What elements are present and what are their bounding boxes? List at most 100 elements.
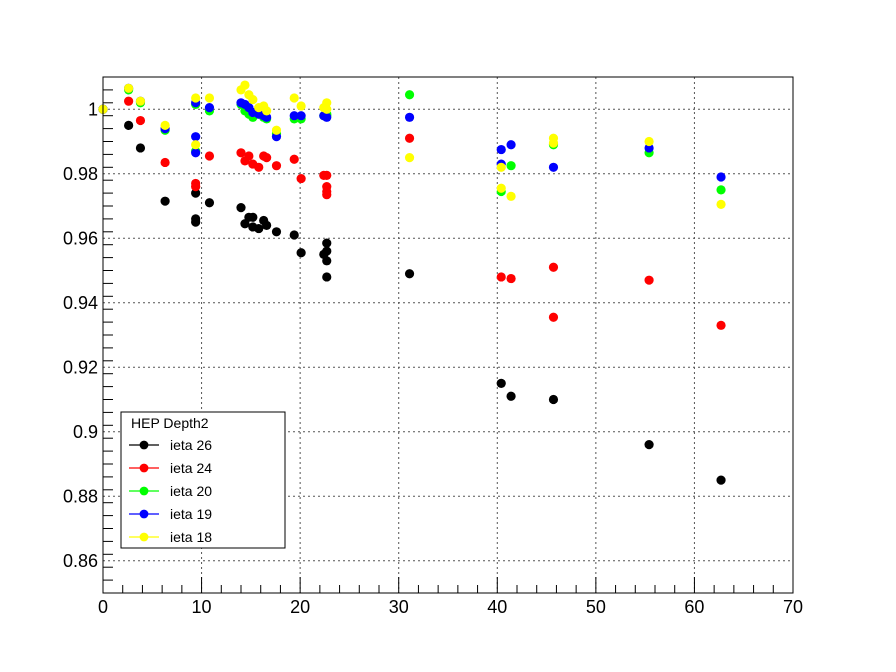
data-point bbox=[716, 320, 726, 330]
data-point bbox=[322, 272, 332, 282]
data-point bbox=[644, 440, 654, 450]
legend-entry-label: ieta 19 bbox=[170, 506, 212, 522]
data-point bbox=[506, 191, 516, 201]
y-tick-label: 0.88 bbox=[63, 486, 98, 506]
legend-marker bbox=[139, 440, 149, 450]
data-point bbox=[506, 140, 516, 150]
data-point bbox=[160, 157, 170, 168]
legend-marker bbox=[139, 463, 149, 473]
data-point bbox=[296, 248, 306, 258]
data-point bbox=[191, 217, 201, 227]
y-tick-label: 0.86 bbox=[63, 551, 98, 571]
data-point bbox=[240, 80, 250, 90]
legend-marker bbox=[139, 509, 149, 519]
legend-title: HEP Depth2 bbox=[131, 415, 209, 431]
x-tick-label: 60 bbox=[684, 597, 704, 617]
data-point bbox=[248, 212, 258, 222]
legend: HEP Depth2 ieta 26 ieta 24 ieta 20 ieta 19 i… bbox=[120, 411, 286, 549]
data-point bbox=[548, 312, 559, 322]
legend-entry-label: ieta 18 bbox=[170, 529, 212, 545]
data-point bbox=[124, 120, 134, 130]
data-point bbox=[716, 172, 726, 182]
data-point bbox=[236, 203, 246, 213]
data-point bbox=[404, 269, 415, 279]
data-point bbox=[548, 162, 559, 172]
data-point bbox=[322, 238, 332, 248]
data-point bbox=[204, 93, 215, 103]
data-point bbox=[204, 151, 215, 161]
data-point bbox=[204, 198, 215, 208]
data-point bbox=[506, 161, 516, 171]
y-tick-label: 0.96 bbox=[63, 228, 98, 248]
data-point bbox=[244, 151, 254, 161]
data-point bbox=[322, 256, 332, 266]
legend-entry-label: ieta 20 bbox=[170, 483, 212, 499]
data-point bbox=[506, 273, 516, 284]
data-point bbox=[248, 94, 258, 105]
data-point bbox=[135, 115, 146, 126]
x-tick-label: 20 bbox=[290, 597, 310, 617]
data-point bbox=[271, 227, 282, 237]
data-point bbox=[191, 132, 201, 142]
data-point bbox=[322, 98, 332, 108]
data-point bbox=[644, 275, 654, 285]
data-point bbox=[496, 272, 506, 282]
legend-marker bbox=[139, 532, 149, 542]
legend-entry-label: ieta 26 bbox=[170, 437, 212, 453]
data-point bbox=[404, 112, 415, 122]
data-points bbox=[98, 80, 726, 485]
data-point bbox=[289, 154, 299, 164]
x-tick-label: 50 bbox=[586, 597, 606, 617]
data-point bbox=[404, 133, 415, 143]
data-point bbox=[191, 148, 201, 158]
axes: 0 10 20 30 40 50 60 70 0.86 0.88 0.9 0.92 0.94 0.96 0.… bbox=[63, 76, 803, 617]
data-point bbox=[404, 90, 415, 100]
data-point bbox=[191, 182, 201, 192]
data-point bbox=[496, 144, 506, 155]
data-point bbox=[322, 246, 332, 256]
y-tick-label: 0.98 bbox=[63, 164, 98, 184]
data-point bbox=[322, 190, 332, 200]
data-point bbox=[191, 140, 201, 150]
data-point bbox=[254, 223, 264, 234]
y-tick-label: 1 bbox=[88, 99, 98, 119]
data-point bbox=[496, 162, 506, 172]
legend-entry-label: ieta 24 bbox=[170, 460, 212, 476]
legend-marker bbox=[139, 486, 149, 496]
data-point bbox=[236, 148, 246, 158]
x-tick-label: 40 bbox=[487, 597, 507, 617]
y-tick-label: 0.92 bbox=[63, 357, 98, 377]
data-point bbox=[548, 262, 559, 272]
data-point bbox=[262, 220, 272, 230]
data-point bbox=[716, 185, 726, 195]
x-tick-label: 0 bbox=[98, 597, 108, 617]
x-tick-label: 10 bbox=[192, 597, 212, 617]
data-point bbox=[289, 230, 299, 240]
data-point bbox=[496, 183, 506, 193]
x-tick-label: 70 bbox=[783, 597, 803, 617]
data-point bbox=[160, 196, 170, 206]
data-point bbox=[644, 143, 654, 153]
data-point bbox=[296, 173, 306, 184]
data-point bbox=[271, 125, 282, 135]
data-point bbox=[262, 106, 272, 116]
data-point bbox=[271, 132, 282, 142]
data-point bbox=[404, 153, 415, 163]
data-point bbox=[296, 111, 306, 121]
data-point bbox=[124, 96, 134, 106]
data-point bbox=[322, 112, 332, 122]
data-point bbox=[548, 138, 559, 148]
data-point bbox=[191, 93, 201, 103]
data-point bbox=[548, 394, 559, 405]
legend-box bbox=[120, 411, 286, 549]
data-point bbox=[496, 378, 506, 388]
data-point bbox=[135, 143, 146, 153]
data-point bbox=[262, 153, 272, 163]
data-point bbox=[262, 112, 272, 122]
data-point bbox=[322, 170, 332, 180]
data-point bbox=[124, 83, 134, 93]
data-point bbox=[289, 93, 299, 103]
data-point bbox=[716, 475, 726, 485]
data-point bbox=[322, 104, 332, 114]
